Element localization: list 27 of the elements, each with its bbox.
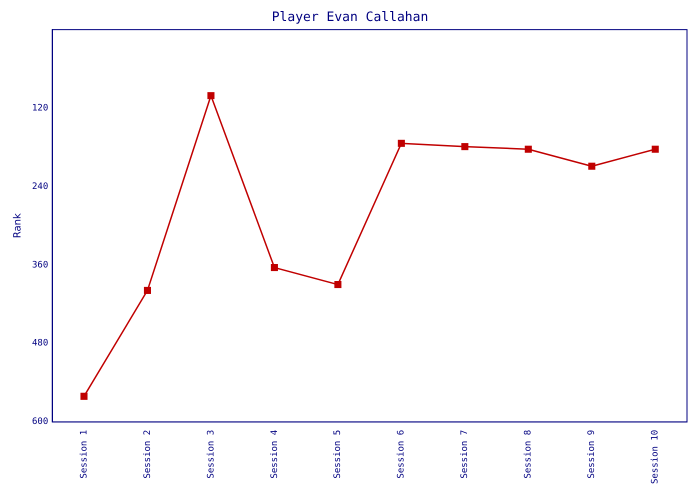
x-tick-label: Session 3 xyxy=(206,430,216,479)
y-tick-label: 120 xyxy=(32,103,48,114)
y-axis-title: Rank xyxy=(12,213,24,238)
point xyxy=(524,146,532,153)
point xyxy=(652,146,659,153)
point xyxy=(270,264,278,272)
point xyxy=(588,162,596,170)
x-tick-label: Session 6 xyxy=(396,430,407,479)
chart-title: Player Evan Callahan xyxy=(272,10,428,26)
x-tick-label: Session 10 xyxy=(650,430,661,484)
point xyxy=(207,92,214,100)
x-tick-label: Session 4 xyxy=(270,430,280,479)
y-tick-label: 360 xyxy=(32,260,48,270)
x-tick-label: Session 9 xyxy=(587,430,598,479)
point xyxy=(461,143,468,150)
y-tick-label: 480 xyxy=(32,338,48,349)
x-tick-label: Session 1 xyxy=(79,430,90,479)
y-tick-label: 240 xyxy=(32,182,48,192)
point xyxy=(80,392,88,400)
point xyxy=(398,140,405,147)
x-tick-label: Session 5 xyxy=(333,430,344,479)
x-tick-label: Session 7 xyxy=(460,430,470,479)
point xyxy=(334,281,342,288)
point xyxy=(144,286,152,294)
x-tick-label: Session 2 xyxy=(142,430,153,479)
y-tick-label: 600 xyxy=(32,417,48,428)
x-tick-label: Session 8 xyxy=(524,430,534,479)
